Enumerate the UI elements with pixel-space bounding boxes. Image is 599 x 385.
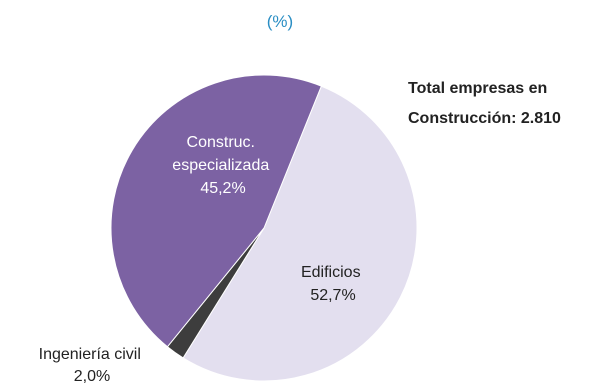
slice-label-edificios: Edificios 52,7%: [301, 264, 365, 304]
slice-value-ingenieria-civil: 2,0%: [74, 368, 110, 385]
slice-name-construc-line2: especializada: [172, 157, 269, 174]
pie-slice-construc-especializada: [110, 74, 322, 348]
slice-name-ingenieria-civil: Ingeniería civil: [39, 346, 141, 363]
chart-subtitle: (%): [267, 12, 293, 31]
slice-label-ingenieria-civil: Ingeniería civil 2,0%: [39, 346, 146, 385]
slice-label-construc-especializada: Construc. especializada 45,2%: [172, 134, 273, 197]
total-companies-note: Total empresas en Construcción: 2.810: [408, 80, 561, 127]
total-note-line2: Construcción: 2.810: [408, 110, 561, 127]
slice-value-construc: 45,2%: [200, 180, 245, 197]
slice-name-construc-line1: Construc.: [187, 134, 255, 151]
total-note-line1: Total empresas en: [408, 80, 547, 97]
slice-name-edificios: Edificios: [301, 264, 361, 281]
pie-slices: [110, 74, 418, 382]
pie-slice-edificios: [182, 85, 418, 382]
slice-value-edificios: 52,7%: [310, 287, 355, 304]
